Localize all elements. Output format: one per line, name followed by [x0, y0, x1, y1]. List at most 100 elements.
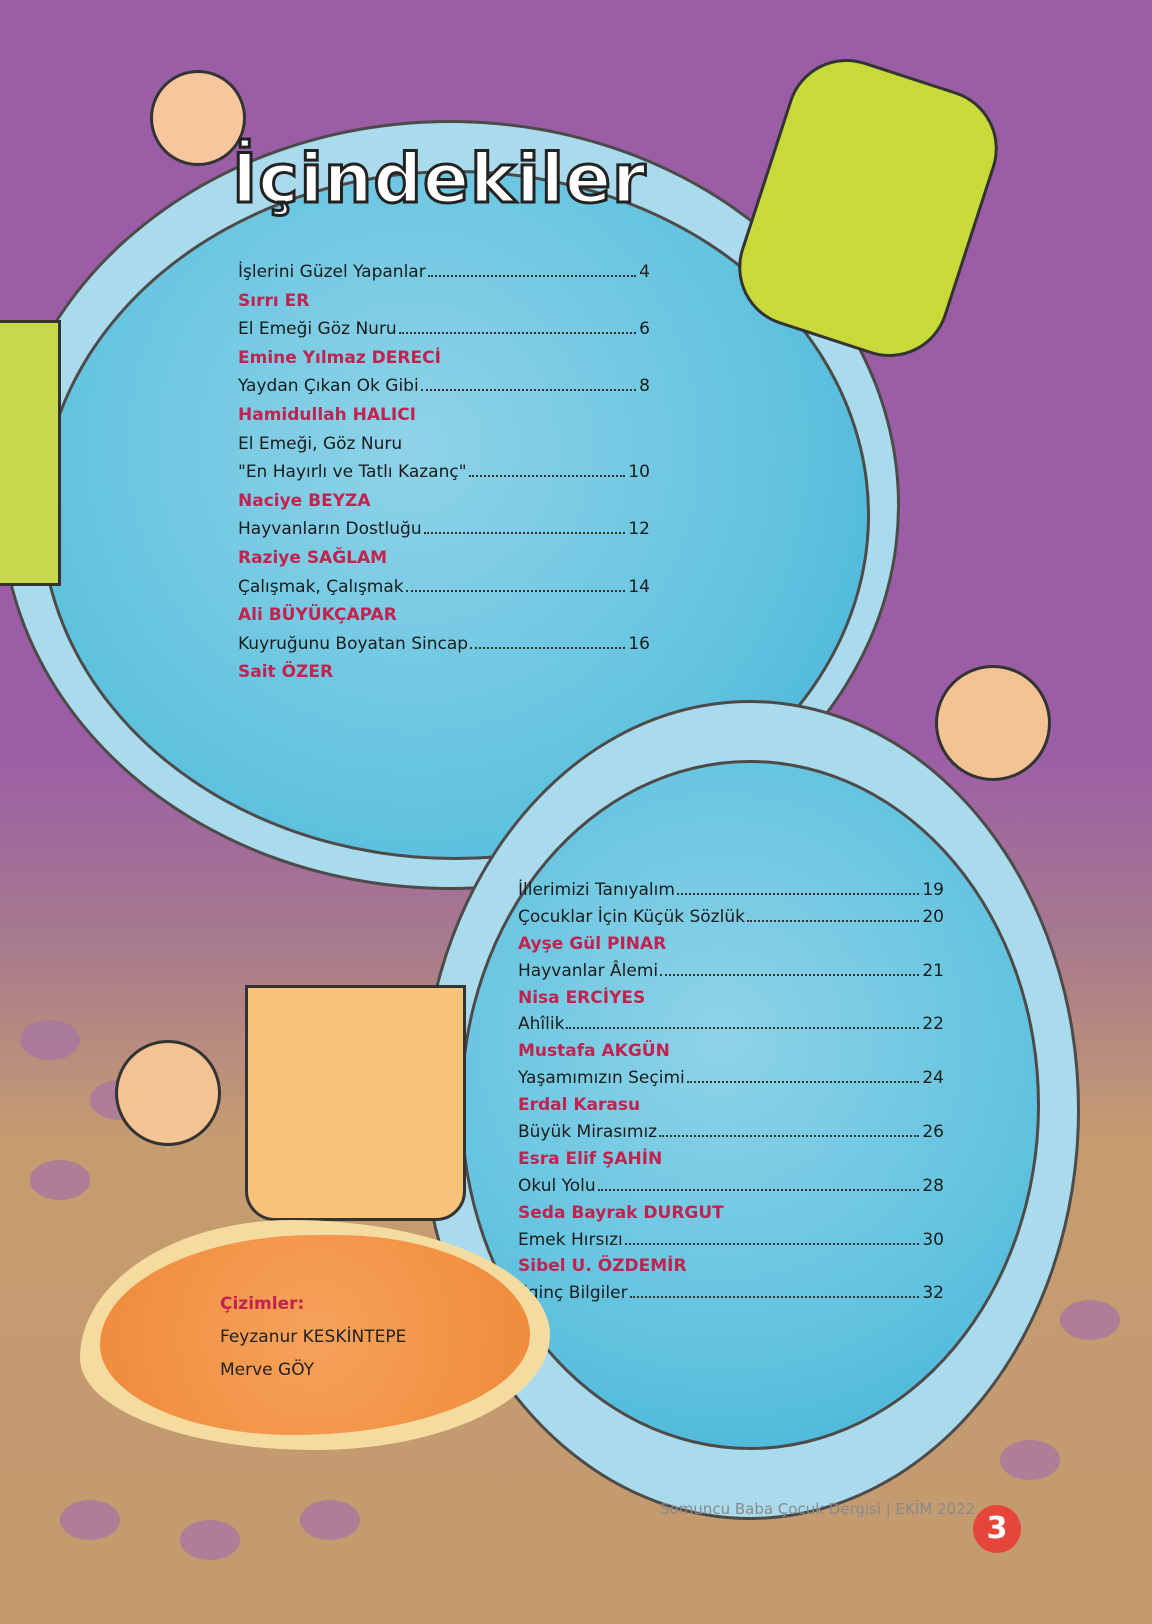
toc-lower: İllerimizi Tanıyalım 19 Çocuklar İçin Küçü… — [518, 880, 944, 1310]
author-name: Esra Elif ŞAHİN — [518, 1148, 663, 1169]
author-name: Emine Yılmaz DERECİ — [238, 347, 441, 368]
toc-entry[interactable]: İlginç Bilgiler 32 — [518, 1283, 944, 1310]
page-number: 21 — [922, 960, 944, 981]
entry-title: Hayvanlar Âlemi — [518, 960, 659, 981]
page-number-badge: 3 — [973, 1505, 1021, 1553]
entry-title: Hayvanların Dostluğu — [238, 519, 422, 540]
dot-leader — [659, 1135, 920, 1138]
toc-author: Sırrı ER — [238, 291, 650, 320]
dot-leader — [660, 973, 920, 976]
page-number: 8 — [639, 376, 650, 397]
background-dot — [30, 1160, 90, 1200]
page-title: İçindekiler — [231, 139, 648, 221]
author-name: Hamidullah HALICI — [238, 404, 417, 425]
entry-title: Çocuklar İçin Küçük Sözlük — [518, 906, 745, 927]
page-number: 28 — [922, 1175, 944, 1196]
book-illustration — [0, 320, 61, 586]
credits-puddle — [100, 1235, 530, 1435]
page-number: 24 — [922, 1068, 944, 1089]
toc-author: Sibel U. ÖZDEMİR — [518, 1256, 944, 1283]
toc-entry[interactable]: Ahîlik 22 — [518, 1014, 944, 1041]
toc-entry[interactable]: Çalışmak, Çalışmak 14 — [238, 577, 650, 606]
dot-leader — [427, 275, 637, 277]
toc-author: Raziye SAĞLAM — [238, 548, 650, 577]
toc-entry[interactable]: "En Hayırlı ve Tatlı Kazanç" 10 — [238, 462, 650, 491]
entry-title: İlginç Bilgiler — [518, 1283, 628, 1304]
page-number: 32 — [922, 1283, 944, 1304]
toc-entry[interactable]: Yaydan Çıkan Ok Gibi 8 — [238, 376, 650, 405]
dot-leader — [746, 919, 920, 922]
toc-upper: İşlerini Güzel Yapanlar 4 Sırrı ER El Emeği… — [238, 262, 650, 691]
boy-illustration — [935, 665, 1051, 781]
toc-entry[interactable]: Hayvanlar Âlemi 21 — [518, 961, 944, 988]
background-dot — [60, 1500, 120, 1540]
entry-title: Kuyruğunu Boyatan Sincap — [238, 633, 469, 654]
author-name: Seda Bayrak DURGUT — [518, 1202, 724, 1223]
toc-entry[interactable]: Hayvanların Dostluğu 12 — [238, 519, 650, 548]
toc-entry[interactable]: Yaşamımızın Seçimi 24 — [518, 1068, 944, 1095]
entry-title: Yaydan Çıkan Ok Gibi — [238, 376, 419, 397]
page-number: 20 — [922, 906, 944, 927]
footer-text: Somuncu Baba Çocuk Dergisi | EKİM 2022 — [660, 1500, 976, 1518]
dot-leader — [624, 1242, 920, 1245]
page-number: 16 — [628, 633, 650, 654]
page-number: 22 — [922, 1014, 944, 1035]
author-name: Naciye BEYZA — [238, 490, 371, 511]
page-number: 30 — [922, 1229, 944, 1250]
toc-author: Emine Yılmaz DERECİ — [238, 348, 650, 377]
toc-line: El Emeği, Göz Nuru — [238, 434, 650, 463]
author-name: Sırrı ER — [238, 290, 310, 311]
entry-title: Okul Yolu — [518, 1175, 596, 1196]
dot-leader — [423, 532, 626, 535]
author-name: Erdal Karasu — [518, 1095, 641, 1116]
toc-author: Sait ÖZER — [238, 662, 650, 691]
toc-entry[interactable]: Kuyruğunu Boyatan Sincap 16 — [238, 634, 650, 663]
entry-title: El Emeği, Göz Nuru — [238, 433, 403, 454]
entry-title: El Emeği Göz Nuru — [238, 319, 397, 340]
toc-entry[interactable]: Okul Yolu 28 — [518, 1176, 944, 1203]
credits-name: Feyzanur KESKİNTEPE — [220, 1327, 407, 1347]
entry-title: "En Hayırlı ve Tatlı Kazanç" — [238, 462, 467, 483]
dot-leader — [420, 389, 637, 392]
toc-entry[interactable]: Çocuklar İçin Küçük Sözlük 20 — [518, 907, 944, 934]
girl-illustration — [150, 70, 246, 166]
lower-circle — [460, 760, 1040, 1450]
toc-author: Hamidullah HALICI — [238, 405, 650, 434]
entry-title: İşlerini Güzel Yapanlar — [238, 262, 426, 282]
kid-illustration — [115, 1040, 221, 1146]
toc-author: Erdal Karasu — [518, 1095, 944, 1122]
author-name: Raziye SAĞLAM — [238, 547, 388, 568]
page-number: 19 — [922, 880, 944, 900]
author-name: Sibel U. ÖZDEMİR — [518, 1256, 687, 1277]
toc-entry[interactable]: Büyük Mirasımız 26 — [518, 1122, 944, 1149]
page-number: 10 — [628, 462, 650, 483]
page-number: 12 — [628, 519, 650, 540]
dot-leader — [470, 646, 626, 649]
credits-heading: Çizimler: — [220, 1294, 305, 1314]
background-dot — [300, 1500, 360, 1540]
dot-leader — [597, 1188, 920, 1191]
dot-leader — [566, 1027, 920, 1030]
pencil-cup-illustration — [245, 985, 466, 1221]
toc-entry[interactable]: Emek Hırsızı 30 — [518, 1230, 944, 1257]
dot-leader — [405, 589, 626, 592]
author-name: Sait ÖZER — [238, 662, 334, 683]
author-name: Ayşe Gül PINAR — [518, 933, 667, 954]
entry-title: Büyük Mirasımız — [518, 1122, 658, 1143]
entry-title: Emek Hırsızı — [518, 1229, 623, 1250]
credits: Çizimler: Feyzanur KESKİNTEPE Merve GÖY — [220, 1288, 406, 1387]
toc-author: Naciye BEYZA — [238, 491, 650, 520]
toc-entry[interactable]: İşlerini Güzel Yapanlar 4 — [238, 262, 650, 291]
background-dot — [20, 1020, 80, 1060]
toc-author: Nisa ERCİYES — [518, 988, 944, 1015]
toc-entry[interactable]: İllerimizi Tanıyalım 19 — [518, 880, 944, 907]
credits-name: Merve GÖY — [220, 1360, 315, 1380]
toc-author: Seda Bayrak DURGUT — [518, 1203, 944, 1230]
toc-entry[interactable]: El Emeği Göz Nuru 6 — [238, 319, 650, 348]
page-number: 26 — [922, 1122, 944, 1143]
dot-leader — [676, 893, 920, 895]
dot-leader — [686, 1081, 920, 1084]
page-number: 6 — [639, 319, 650, 340]
background-dot — [180, 1520, 240, 1560]
toc-author: Esra Elif ŞAHİN — [518, 1149, 944, 1176]
